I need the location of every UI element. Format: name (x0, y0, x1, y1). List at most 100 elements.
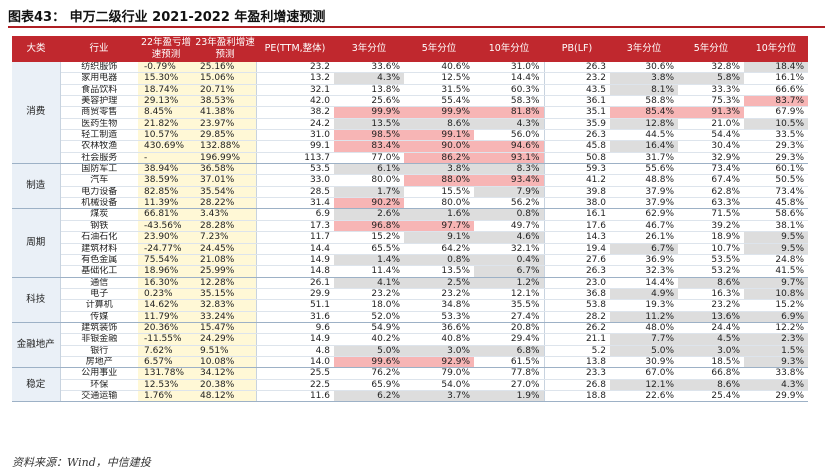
industry-cell: 钢铁 (60, 220, 138, 233)
pb-10y-cell: 4.3% (744, 379, 808, 391)
table-row: 家用电器 15.30% 15.06% 13.2 4.3% 12.5% 14.4% 23.2 3.… (12, 72, 808, 85)
pb-5y-cell: 39.2% (678, 220, 744, 233)
pb-5y-cell: 16.3% (678, 288, 744, 301)
header-pb-5y: 5年分位 (678, 36, 744, 62)
table-row: 石油石化 23.90% 7.23% 11.7 15.2% 9.1% 4.6% 14.3 26.1… (12, 231, 808, 244)
industry-cell: 煤炭 (60, 208, 138, 221)
pb-10y-cell: 24.8% (744, 254, 808, 267)
industry-cell: 社会服务 (60, 152, 138, 165)
growth-22-cell: 66.81% (138, 208, 194, 221)
industry-cell: 传媒 (60, 311, 138, 323)
pe-5y-cell: 40.6% (404, 62, 474, 74)
growth-22-cell: 12.53% (138, 379, 194, 391)
growth-22-cell: 430.69% (138, 140, 194, 153)
pe-cell: 28.5 (255, 186, 334, 199)
growth-23-cell: 132.88% (194, 140, 256, 153)
pe-cell: 6.9 (255, 208, 334, 221)
growth-22-cell: 21.82% (138, 118, 194, 131)
pb-3y-cell: 4.9% (610, 288, 678, 301)
header-pe-10y: 10年分位 (474, 36, 544, 62)
pe-cell: 53.5 (255, 163, 334, 176)
pb-10y-cell: 67.9% (744, 106, 808, 119)
growth-22-cell: 16.30% (138, 277, 194, 289)
pe-5y-cell: 92.9% (404, 356, 474, 369)
table-row: 计算机 14.62% 32.83% 51.1 18.0% 34.8% 35.5% 53.8 19… (12, 299, 808, 312)
pb-5y-cell: 62.8% (678, 186, 744, 199)
pe-5y-cell: 80.0% (404, 197, 474, 210)
pb-10y-cell: 45.8% (744, 197, 808, 210)
growth-22-cell: 11.39% (138, 197, 194, 210)
pb-10y-cell: 1.5% (744, 345, 808, 357)
growth-23-cell: 36.58% (194, 163, 256, 176)
pb-5y-cell: 10.7% (678, 243, 744, 255)
pe-10y-cell: 0.8% (474, 208, 544, 221)
industry-cell: 房地产 (60, 356, 138, 369)
valuation-table-wrapper: 大类 行业 22年盈亏增速预测 23年盈利增速预测 PE(TTM,整体) 3年分… (12, 36, 808, 403)
pe-cell: 26.1 (255, 277, 334, 289)
industry-cell: 轻工制造 (60, 129, 138, 142)
pe-cell: 13.2 (255, 72, 334, 85)
pb-5y-cell: 18.5% (678, 356, 744, 369)
pe-10y-cell: 77.8% (474, 367, 544, 380)
growth-23-cell: 24.45% (194, 243, 256, 255)
growth-23-cell: 196.99% (194, 152, 256, 165)
header-pe-3y: 3年分位 (334, 36, 404, 62)
pe-10y-cell: 1.2% (474, 277, 544, 289)
pe-10y-cell: 31.0% (474, 62, 544, 74)
growth-22-cell: 0.23% (138, 288, 194, 301)
pe-cell: 4.8 (255, 345, 334, 357)
pb-5y-cell: 32.9% (678, 152, 744, 165)
pe-cell: 17.3 (255, 220, 334, 233)
pb-3y-cell: 55.6% (610, 163, 678, 176)
pe-5y-cell: 34.8% (404, 299, 474, 312)
pb-5y-cell: 66.8% (678, 367, 744, 380)
pe-10y-cell: 1.9% (474, 390, 544, 403)
industry-cell: 环保 (60, 379, 138, 391)
header-pb: PB(LF) (544, 36, 610, 62)
pe-10y-cell: 61.5% (474, 356, 544, 369)
pb-cell: 41.2 (543, 174, 610, 187)
pe-10y-cell: 27.0% (474, 379, 544, 391)
table-row: 农林牧渔 430.69% 132.88% 99.1 83.4% 90.0% 94.6% 45.… (12, 140, 808, 153)
growth-23-cell: 3.43% (194, 208, 256, 221)
table-row: 电力设备 82.85% 35.54% 28.5 1.7% 15.5% 7.9% 39.8 37.… (12, 186, 808, 199)
growth-22-cell: -24.77% (138, 243, 194, 255)
growth-23-cell: 41.38% (194, 106, 256, 119)
pe-10y-cell: 8.3% (474, 163, 544, 176)
figure-title: 图表43： 申万二级行业 2021-2022 年盈利增速预测 (8, 10, 326, 25)
pe-cell: 33.0 (255, 174, 334, 187)
pe-10y-cell: 93.1% (474, 152, 544, 165)
pb-5y-cell: 8.6% (678, 277, 744, 289)
growth-22-cell: 23.90% (138, 231, 194, 244)
growth-22-cell: - (138, 152, 194, 165)
pe-5y-cell: 3.7% (404, 390, 474, 403)
pb-3y-cell: 6.7% (610, 243, 678, 255)
growth-23-cell: 21.08% (194, 254, 256, 267)
pb-5y-cell: 30.4% (678, 140, 744, 153)
growth-23-cell: 32.83% (194, 299, 256, 312)
pb-cell: 23.0 (543, 277, 610, 289)
growth-22-cell: 1.76% (138, 390, 194, 403)
pb-5y-cell: 4.5% (678, 333, 744, 346)
pe-3y-cell: 40.2% (334, 333, 404, 346)
table-row: 商贸零售 8.45% 41.38% 38.2 99.9% 99.9% 81.8% 35.1 85… (12, 106, 808, 119)
pe-5y-cell: 0.8% (404, 254, 474, 267)
pe-cell: 9.6 (255, 322, 334, 335)
pe-3y-cell: 90.2% (334, 197, 404, 210)
growth-23-cell: 28.22% (194, 197, 256, 210)
category-cell: 金融地产 (12, 322, 61, 369)
pe-cell: 113.7 (255, 152, 334, 165)
pe-10y-cell: 6.8% (474, 345, 544, 357)
industry-cell: 家用电器 (60, 72, 138, 85)
growth-22-cell: 75.54% (138, 254, 194, 267)
pe-5y-cell: 15.5% (404, 186, 474, 199)
table-row: 周期 煤炭 66.81% 3.43% 6.9 2.6% 1.6% 0.8% 16.1 62.9% 7… (12, 208, 808, 278)
table-row: 环保 12.53% 20.38% 22.5 65.9% 54.0% 27.0% 26.8 12.… (12, 379, 808, 391)
pe-5y-cell: 40.8% (404, 333, 474, 346)
pb-5y-cell: 53.5% (678, 254, 744, 267)
pe-3y-cell: 80.0% (334, 174, 404, 187)
pb-10y-cell: 12.2% (744, 322, 808, 335)
pb-10y-cell: 9.5% (744, 243, 808, 255)
growth-23-cell: 38.53% (194, 95, 256, 108)
pb-10y-cell: 33.5% (744, 129, 808, 142)
